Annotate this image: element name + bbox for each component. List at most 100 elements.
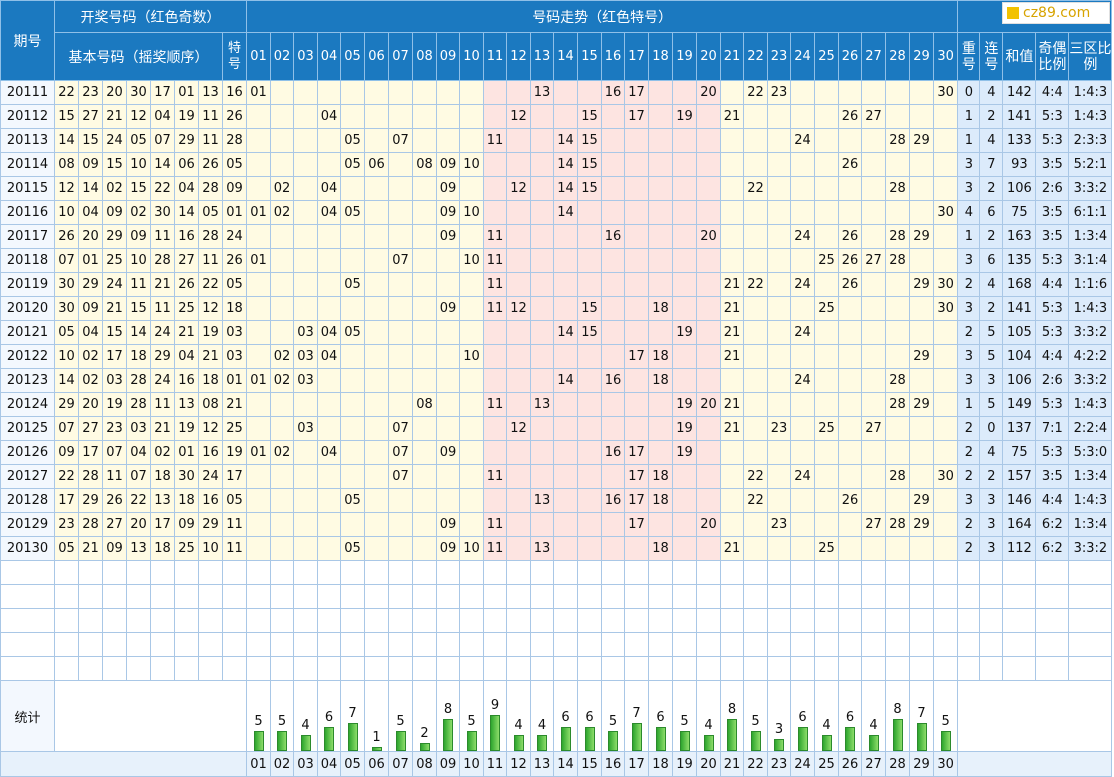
stat-count: 4 xyxy=(514,718,523,733)
stat-count: 5 xyxy=(608,714,618,729)
empty-cell xyxy=(885,608,910,633)
stat-column-25: 4 xyxy=(814,680,839,752)
trend-cell xyxy=(648,104,673,129)
stat-bar xyxy=(868,735,879,751)
trend-cell xyxy=(388,176,413,201)
trend-cell xyxy=(553,440,578,465)
trend-cell xyxy=(317,416,341,441)
empty-cell xyxy=(672,608,697,633)
trend-cell xyxy=(553,536,578,561)
empty-cell xyxy=(293,584,318,609)
site-logo[interactable]: cz89.com xyxy=(1002,2,1110,24)
trend-cell xyxy=(270,80,294,105)
trend-cell xyxy=(530,416,554,441)
repeat-cell: 0 xyxy=(957,80,981,105)
trend-hit-cell: 28 xyxy=(885,464,910,489)
empty-cell xyxy=(412,632,437,657)
empty-cell xyxy=(553,656,578,681)
empty-cell xyxy=(838,656,862,681)
consecutive-cell: 3 xyxy=(979,368,1004,393)
trend-hit-cell: 28 xyxy=(885,224,910,249)
sum-cell: 157 xyxy=(1002,464,1037,489)
trend-cell xyxy=(743,128,768,153)
basic-number-cell: 21 xyxy=(174,320,199,345)
trend-hit-cell: 27 xyxy=(861,104,886,129)
basic-number-cell: 26 xyxy=(174,272,199,297)
trend-col-header-19: 19 xyxy=(672,32,697,81)
basic-number-cell: 17 xyxy=(78,440,103,465)
trend-cell xyxy=(530,344,554,369)
table-row: 20128 17 29 26 22 13 18 16 05 05 13 16 17 18 22 26 29 3 3 1… xyxy=(0,488,1113,513)
footer-number: 21 xyxy=(720,751,744,777)
empty-cell xyxy=(814,560,839,585)
trend-hit-cell: 29 xyxy=(909,344,934,369)
trend-cell xyxy=(932,128,959,153)
empty-cell xyxy=(1068,656,1113,681)
trend-hit-cell: 03 xyxy=(293,416,318,441)
trend-cell xyxy=(388,488,413,513)
trend-cell xyxy=(720,368,744,393)
trend-cell xyxy=(317,392,341,417)
trend-cell xyxy=(861,344,886,369)
trend-cell xyxy=(412,80,437,105)
stat-column-26: 6 xyxy=(838,680,862,752)
trend-col-header-22: 22 xyxy=(743,32,768,81)
trend-cell xyxy=(293,80,318,105)
trend-hit-cell: 13 xyxy=(530,392,554,417)
empty-cell xyxy=(459,656,484,681)
trend-hit-cell: 10 xyxy=(459,536,484,561)
empty-cell xyxy=(388,656,413,681)
trend-hit-cell: 24 xyxy=(790,128,815,153)
trend-cell xyxy=(814,512,839,537)
trend-col-header-14: 14 xyxy=(553,32,578,81)
empty-cell xyxy=(720,584,744,609)
stat-count: 6 xyxy=(845,710,855,725)
trend-cell xyxy=(909,296,934,321)
trend-hit-cell: 30 xyxy=(932,80,959,105)
stat-count: 8 xyxy=(727,702,737,717)
empty-cell xyxy=(624,608,649,633)
trend-cell xyxy=(885,536,910,561)
empty-cell xyxy=(790,584,815,609)
empty-cell xyxy=(388,560,413,585)
table-row: 20126 09 17 07 04 02 01 16 19 01 02 04 07 09 16 17 19 2 4 7… xyxy=(0,440,1113,465)
trend-hit-cell: 01 xyxy=(246,368,271,393)
trend-hit-cell: 02 xyxy=(270,176,294,201)
trend-cell xyxy=(672,152,697,177)
special-number-cell: 11 xyxy=(222,536,247,561)
trend-cell xyxy=(838,392,862,417)
sum-cell: 135 xyxy=(1002,248,1037,273)
trend-hit-cell: 30 xyxy=(932,296,959,321)
trend-cell xyxy=(743,512,768,537)
trend-cell xyxy=(436,272,460,297)
trend-cell xyxy=(270,392,294,417)
trend-cell xyxy=(483,320,507,345)
trend-hit-cell: 18 xyxy=(648,488,673,513)
trend-cell xyxy=(672,128,697,153)
trend-cell xyxy=(530,368,554,393)
trend-hit-cell: 25 xyxy=(814,416,839,441)
trend-hit-cell: 20 xyxy=(696,512,721,537)
empty-cell xyxy=(577,584,602,609)
logo-text: cz89.com xyxy=(1023,5,1091,21)
empty-cell xyxy=(102,560,127,585)
trend-cell xyxy=(340,224,365,249)
trend-hit-cell: 29 xyxy=(909,488,934,513)
basic-number-cell: 19 xyxy=(102,392,127,417)
period-cell: 20115 xyxy=(0,176,55,201)
trend-hit-cell: 08 xyxy=(412,392,437,417)
empty-cell xyxy=(293,656,318,681)
trend-hit-cell: 25 xyxy=(814,296,839,321)
empty-cell xyxy=(436,656,460,681)
basic-number-cell: 01 xyxy=(78,248,103,273)
trend-cell xyxy=(577,536,602,561)
trend-cell xyxy=(932,248,959,273)
empty-cell xyxy=(388,584,413,609)
trend-cell xyxy=(885,440,910,465)
trend-hit-cell: 24 xyxy=(790,320,815,345)
empty-cell xyxy=(1035,656,1070,681)
repeat-cell: 1 xyxy=(957,224,981,249)
zone-cell: 3:3:2 xyxy=(1068,368,1113,393)
zone-cell: 3:3:2 xyxy=(1068,320,1113,345)
empty-cell xyxy=(814,608,839,633)
